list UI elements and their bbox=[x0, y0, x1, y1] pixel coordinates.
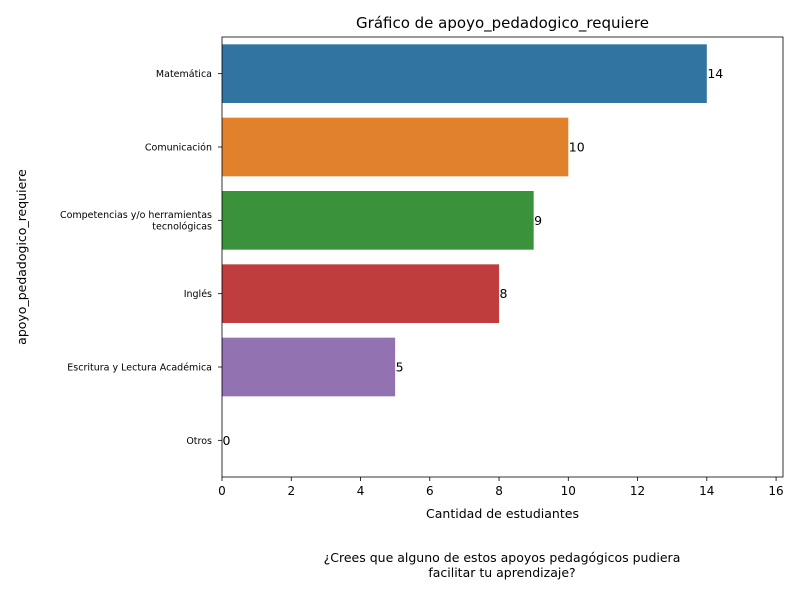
y-ticks-group: Matemática Comunicación Competencias y/o h… bbox=[60, 69, 222, 447]
x-tick-label: 12 bbox=[630, 484, 645, 498]
y-tick-label: Escritura y Lectura Académica bbox=[67, 363, 212, 374]
data-label: 9 bbox=[534, 213, 542, 228]
y-tick-label: Otros bbox=[186, 436, 212, 447]
x-tick-label: 10 bbox=[561, 484, 576, 498]
x-tick-label: 8 bbox=[495, 484, 503, 498]
x-axis-label: Cantidad de estudiantes bbox=[426, 506, 579, 521]
y-tick-label: Comunicación bbox=[145, 143, 212, 154]
data-label: 8 bbox=[500, 286, 508, 301]
bar bbox=[222, 337, 396, 397]
bar bbox=[222, 264, 500, 323]
x-tick-label: 16 bbox=[768, 484, 783, 498]
data-label: 5 bbox=[396, 360, 404, 375]
y-tick-label: Inglés bbox=[184, 289, 212, 300]
bar bbox=[222, 117, 569, 177]
data-label: 0 bbox=[223, 433, 231, 448]
data-labels-group: 14 10 9 8 5 0 bbox=[223, 66, 724, 448]
data-label: 10 bbox=[569, 140, 585, 155]
bars-group bbox=[222, 44, 707, 397]
x-tick-label: 14 bbox=[699, 484, 714, 498]
x-tick-label: 6 bbox=[426, 484, 434, 498]
x-ticks-group: 0 2 4 6 8 10 12 14 16 bbox=[218, 477, 784, 498]
y-tick-label: Competencias y/o herramientas tecnológica… bbox=[60, 210, 212, 233]
chart-caption: ¿Crees que alguno de estos apoyos pedagó… bbox=[324, 550, 681, 580]
y-tick-label: Matemática bbox=[156, 69, 212, 80]
data-label: 14 bbox=[707, 66, 723, 81]
x-tick-label: 0 bbox=[218, 484, 226, 498]
plot-frame bbox=[221, 36, 784, 478]
chart-title: Gráfico de apoyo_pedadogico_requiere bbox=[356, 14, 649, 33]
x-tick-label: 4 bbox=[357, 484, 365, 498]
x-tick-label: 2 bbox=[287, 484, 295, 498]
y-axis-label: apoyo_pedadogico_requiere bbox=[14, 169, 29, 345]
bar bbox=[222, 191, 534, 250]
bar bbox=[222, 44, 707, 103]
